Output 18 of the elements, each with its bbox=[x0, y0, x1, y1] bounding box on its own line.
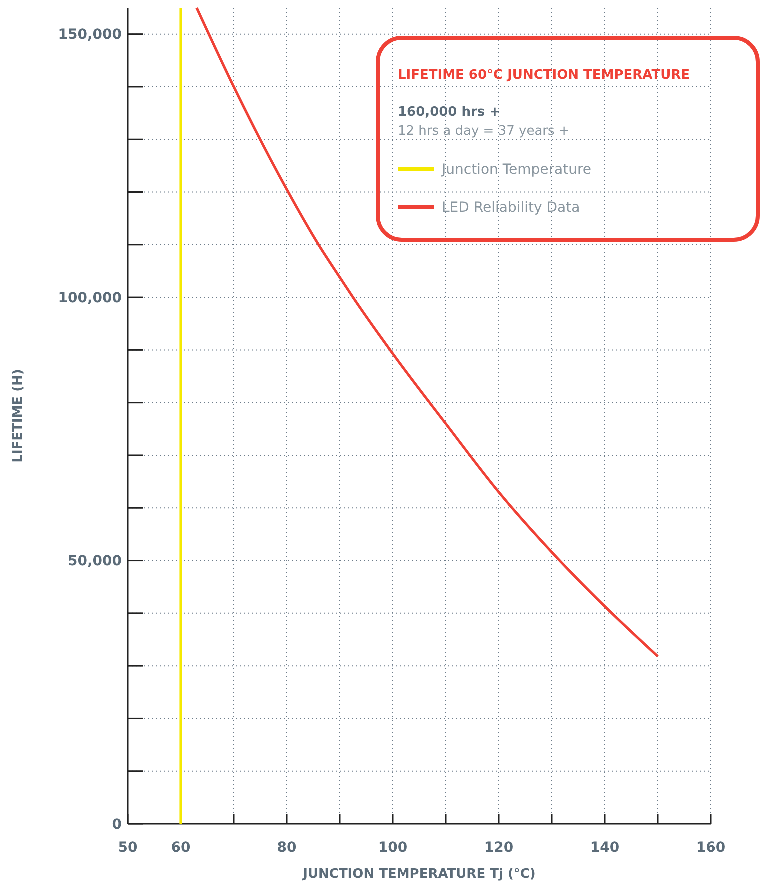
annotation: LIFETIME 60°C JUNCTION TEMPERATURE bbox=[398, 68, 690, 83]
x-tick-label: 120 bbox=[484, 840, 514, 856]
annotation: 160,000 hrs + bbox=[398, 105, 501, 120]
x-tick-label: 50 bbox=[118, 840, 138, 856]
y-tick-label: 0 bbox=[112, 816, 122, 833]
legend-label: Junction Temperature bbox=[441, 162, 592, 178]
y-tick-label: 50,000 bbox=[68, 554, 122, 570]
y-tick-label: 150,000 bbox=[58, 27, 122, 44]
x-axis-title: JUNCTION TEMPERATURE Tj (°C) bbox=[302, 867, 536, 881]
y-axis-title: LIFETIME (H) bbox=[11, 369, 26, 463]
x-tick-label: 140 bbox=[590, 840, 620, 856]
x-tick-label: 60 bbox=[171, 840, 191, 856]
y-tick-label: 100,000 bbox=[58, 290, 122, 306]
x-tick-label: 80 bbox=[277, 840, 297, 856]
annotation: 12 hrs a day = 37 years + bbox=[398, 124, 570, 139]
x-tick-label: 160 bbox=[696, 840, 726, 856]
x-tick-label: 100 bbox=[378, 840, 408, 856]
legend-label: LED Reliability Data bbox=[442, 200, 580, 216]
